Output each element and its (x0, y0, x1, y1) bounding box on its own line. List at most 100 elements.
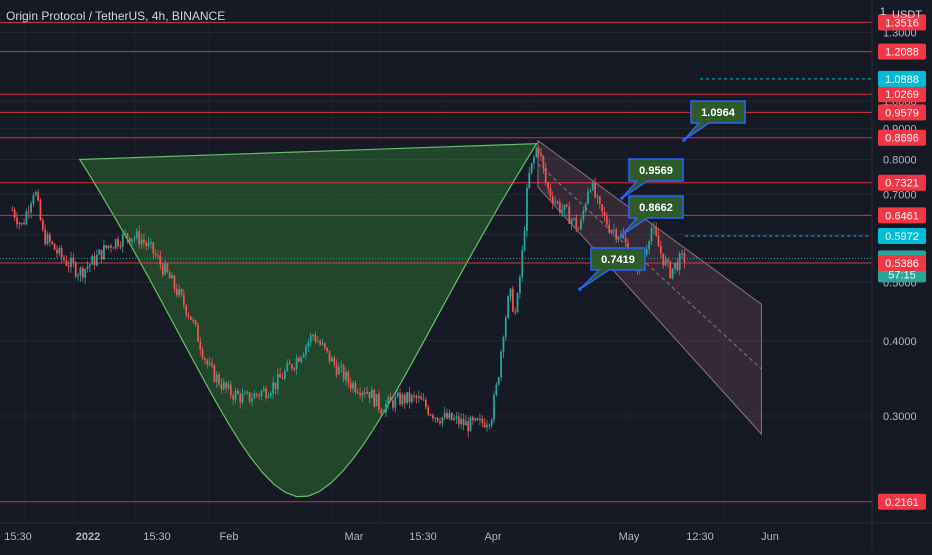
time-axis[interactable]: 15:30 2022 15:30 Feb Mar 15:30 Apr May 12:30 Jun (0, 522, 932, 543)
candle-body (573, 218, 575, 220)
candle-body (229, 384, 232, 396)
candle-body (121, 234, 124, 247)
candle-body (659, 246, 662, 254)
candle-body (681, 253, 683, 255)
candle-body (403, 394, 406, 404)
cup-fill (78, 143, 538, 498)
callout-anchor (620, 196, 624, 200)
candle-body (44, 229, 47, 245)
level-price-label: 1.2088 (885, 47, 919, 59)
price-axis[interactable]: 0.30000.40000.50000.60000.70000.80000.90… (871, 0, 926, 550)
candle-body (591, 182, 594, 191)
candle-body (580, 219, 582, 230)
candle-body (215, 374, 218, 382)
candle-body (610, 230, 613, 233)
level-price-badge (878, 174, 926, 191)
candle-body (443, 412, 446, 418)
level-price-badge (878, 43, 926, 60)
candle-body (189, 316, 192, 320)
candle-body (13, 209, 16, 218)
candle-body (305, 346, 307, 355)
candle-body (95, 254, 98, 266)
candle-body (117, 239, 119, 247)
candle-body (199, 341, 202, 350)
currency-label: USDT (892, 9, 922, 21)
candle-body (293, 368, 296, 370)
candle-body (497, 377, 500, 385)
level-price-badge (878, 86, 926, 103)
candle-body (114, 239, 117, 249)
channel-midline (537, 163, 762, 370)
candle-body (584, 203, 587, 212)
candle-body (77, 275, 79, 277)
candle-body (255, 393, 258, 395)
candle-body (467, 421, 470, 432)
horizontal-levels (0, 21, 872, 503)
candle-body (368, 392, 371, 399)
candle-body (194, 320, 197, 325)
candle-body (157, 255, 159, 257)
target-price-label: 1.0888 (885, 74, 919, 86)
candle-body (65, 260, 68, 266)
callout-anchor (682, 138, 686, 142)
candle-body (366, 392, 369, 394)
candle-body (514, 311, 517, 313)
candle-body (178, 289, 181, 296)
candle-body (471, 417, 474, 421)
candle-body (79, 267, 82, 276)
candle-body (441, 417, 444, 424)
candle-body (612, 229, 615, 231)
candle-body (72, 257, 75, 264)
candle-body (58, 247, 61, 254)
candle-body (185, 305, 188, 315)
candle-body (298, 357, 300, 362)
callout-box (621, 158, 684, 199)
candle-body (328, 350, 331, 362)
candle-body (389, 397, 392, 401)
candle-body (380, 409, 383, 414)
candle-body (208, 363, 211, 365)
candle-body (142, 239, 145, 243)
candle-body (291, 364, 293, 369)
level-price-badge (878, 14, 926, 31)
price-tick-label: 0.3000 (883, 411, 917, 423)
time-tick-label: Feb (220, 531, 239, 543)
candle-body (276, 373, 279, 390)
candle-body (608, 224, 611, 233)
candle-body (601, 204, 604, 212)
candle-body (295, 357, 298, 369)
candle-body (589, 190, 592, 192)
candle-body (507, 296, 510, 318)
candle-body (110, 245, 112, 248)
candle-body (410, 395, 413, 403)
candle-body (399, 392, 401, 405)
candle-body (542, 156, 545, 169)
candle-body (349, 382, 352, 389)
candle-body (25, 211, 28, 225)
candle-body (375, 394, 378, 407)
candle-body (664, 259, 667, 266)
price-tick-label: 0.7000 (883, 189, 917, 201)
candle-body (175, 288, 178, 296)
candle-body (98, 249, 101, 255)
candle-body (206, 359, 209, 365)
candle-body (173, 275, 176, 289)
candle-body (526, 188, 528, 231)
candle-body (307, 341, 310, 347)
candle-body (429, 414, 432, 416)
candle-body (460, 418, 463, 425)
candle-body (502, 336, 505, 352)
candle-body (340, 365, 343, 367)
candle-body (434, 417, 437, 419)
level-price-badge (878, 254, 926, 271)
candle-body (211, 363, 213, 366)
candle-body (269, 393, 272, 397)
candle-body (225, 382, 228, 389)
candle-body (319, 341, 322, 345)
candle-body (37, 192, 40, 201)
candle-body (387, 397, 390, 405)
level-price-label: 0.8696 (885, 133, 919, 145)
channel-shape (537, 139, 762, 436)
